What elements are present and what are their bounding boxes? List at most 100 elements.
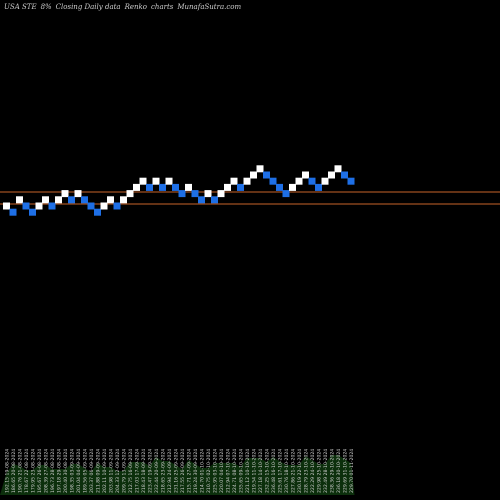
x-tick-label: 222.29 24-10-2024: [310, 449, 316, 493]
x-tick-label: 230.19 22-10-2024: [297, 449, 303, 493]
x-tick-label: 223.47 19-09-2024: [148, 449, 154, 493]
x-tick-label: 212.75 16-09-2024: [128, 449, 134, 493]
x-tick-label: 203.37 06-09-2024: [89, 449, 95, 493]
renko-brick-down: [9, 208, 17, 216]
renko-brick-up: [289, 183, 296, 191]
x-tick-label: 195.67 26-08-2024: [37, 449, 43, 493]
symbol-label: USA STE: [4, 3, 37, 11]
renko-brick-up: [256, 165, 264, 173]
renko-brick-down: [315, 183, 322, 191]
x-tick-label: 209.79 13-09-2024: [122, 449, 128, 493]
renko-brick-up: [250, 171, 257, 179]
x-tick-label: 198.35 03-09-2024: [70, 449, 76, 493]
renko-brick-up: [107, 196, 114, 204]
renko-brick-up: [185, 183, 192, 191]
renko-brick-down: [276, 183, 283, 191]
x-tick-label: 179.95 23-08-2024: [31, 449, 37, 493]
renko-brick-down: [269, 177, 277, 185]
x-tick-label: 230.76 18-10-2024: [284, 449, 290, 493]
change-label: 8%: [40, 3, 52, 11]
renko-brick-up: [328, 171, 335, 179]
renko-brick-down: [308, 177, 316, 185]
renko-brick-up: [3, 202, 10, 210]
renko-brick-down: [29, 208, 36, 216]
x-tick-label: 211.88 09-09-2024: [96, 449, 102, 493]
x-tick-label: 190.76 21-08-2024: [18, 449, 24, 493]
renko-brick-down: [48, 202, 56, 210]
renko-brick-up: [120, 196, 127, 204]
x-tick-label: 208.39 27-08-2024: [44, 449, 50, 493]
renko-brick-up: [334, 165, 342, 173]
x-tick-label: 231.16 25-09-2024: [174, 449, 180, 493]
renko-brick-up: [243, 177, 251, 185]
x-tick-label: 200.40 30-08-2024: [63, 449, 69, 493]
renko-brick-down: [341, 171, 348, 179]
renko-label: Renko: [124, 3, 148, 11]
renko-brick-up: [55, 196, 62, 204]
x-tick-label: 225.95 03-10-2024: [213, 449, 219, 493]
x-tick-label: 220.07 04-10-2024: [219, 449, 225, 493]
x-tick-label: 232.25 15-10-2024: [265, 449, 271, 493]
renko-brick-down: [211, 196, 218, 204]
renko-brick-down: [198, 196, 205, 204]
charts-label: charts: [151, 3, 174, 11]
x-tick-label: 221.12 10-10-2024: [245, 449, 251, 493]
x-tick-label: 227.18 14-10-2024: [258, 449, 264, 493]
x-axis-labels: 192.15 19-08-2024 186.65 20-08-2024 190.76…: [5, 449, 356, 493]
x-tick-label: 214.70 01-10-2024: [200, 449, 206, 493]
x-tick-label: 212.94 07-10-2024: [226, 449, 232, 493]
x-tick-label: 196.73 28-08-2024: [50, 449, 56, 493]
x-tick-label: 219.54 11-10-2024: [252, 449, 258, 493]
renko-brick-up: [217, 190, 225, 198]
x-tick-label: 229.98 25-10-2024: [317, 449, 323, 493]
renko-brick-up: [42, 196, 49, 204]
x-tick-label: 204.33 12-09-2024: [115, 449, 121, 493]
renko-brick-down: [237, 183, 244, 191]
x-tick-label: 238.36 29-10-2024: [330, 449, 336, 493]
renko-brick-up: [204, 190, 212, 198]
renko-brick-up: [230, 177, 238, 185]
renko-brick-up: [61, 190, 69, 198]
renko-brick-up: [35, 202, 43, 210]
x-tick-label: 203.98 11-09-2024: [109, 449, 115, 493]
renko-brick-up: [302, 171, 309, 179]
x-tick-label: 225.61 17-10-2024: [278, 449, 284, 493]
renko-brick-up: [126, 190, 134, 198]
x-tick-label: 189.56 05-09-2024: [83, 449, 89, 493]
renko-brick-up: [100, 202, 108, 210]
renko-brick-down: [113, 202, 121, 210]
renko-brick-up: [74, 190, 82, 198]
x-tick-label: 186.65 20-08-2024: [11, 449, 17, 493]
x-tick-label: 236.48 16-10-2024: [271, 449, 277, 493]
x-tick-label: 224.71 08-10-2024: [232, 449, 238, 493]
renko-brick-down: [282, 190, 290, 198]
x-tick-label: 197.18 29-08-2024: [57, 449, 63, 493]
x-tick-label: 192.15 19-08-2024: [5, 449, 11, 493]
x-tick-label: 229.70 01-11-2024: [349, 449, 355, 493]
renko-brick-up: [133, 183, 140, 191]
x-tick-label: 235.65 09-10-2024: [239, 449, 245, 493]
x-tick-label: 232.44 20-09-2024: [154, 449, 160, 493]
site-label: MunafaSutra.com: [177, 3, 242, 11]
renko-brick-up: [152, 177, 160, 185]
renko-brick-up: [16, 196, 23, 204]
x-tick-label: 201.04 04-09-2024: [76, 449, 82, 493]
renko-brick-down: [172, 183, 179, 191]
price-lines: [0, 191, 500, 205]
chart-header: USA STE 8% Closing Daily data Renko charts Mu…: [4, 3, 245, 11]
x-tick-label: 202.11 10-09-2024: [102, 449, 108, 493]
x-tick-label: 178.67 22-08-2024: [24, 449, 30, 493]
renko-brick-up: [295, 177, 303, 185]
renko-brick-up: [165, 177, 173, 185]
renko-brick-down: [191, 190, 199, 198]
renko-brick-up: [224, 183, 231, 191]
renko-bricks: [3, 165, 355, 216]
x-tick-label: 215.71 27-09-2024: [187, 449, 193, 493]
x-tick-label: 218.43 18-09-2024: [141, 449, 147, 493]
renko-brick-up: [139, 177, 147, 185]
renko-brick-down: [347, 177, 355, 185]
renko-brick-up: [321, 177, 329, 185]
renko-brick-down: [22, 202, 30, 210]
x-tick-label: 232.49 28-10-2024: [323, 449, 329, 493]
